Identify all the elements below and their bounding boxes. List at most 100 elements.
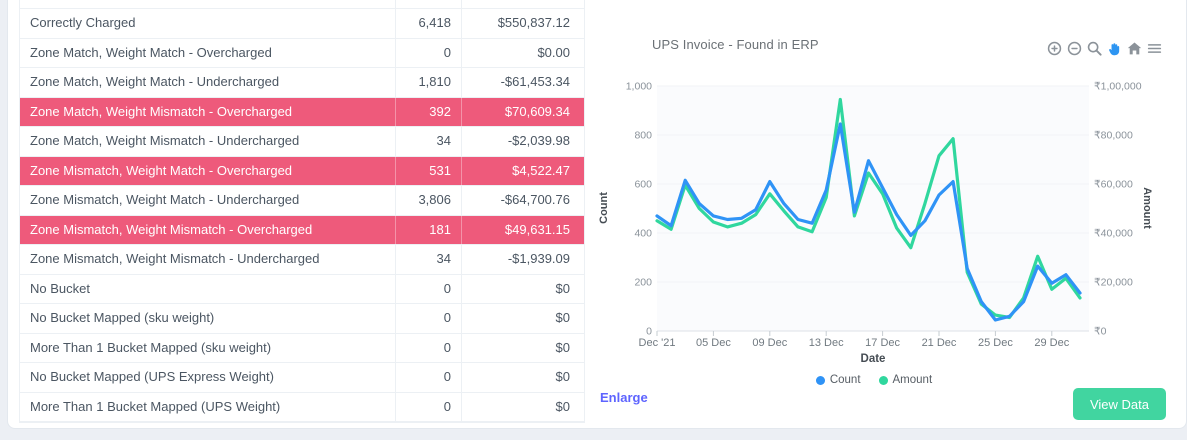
bucket-count: 531 (395, 156, 461, 185)
y-left-tick-label: 400 (634, 228, 652, 240)
bucket-amount: $0 (461, 333, 584, 362)
y-left-tick-label: 200 (634, 277, 652, 289)
bucket-amount: -$61,453.34 (461, 68, 584, 97)
y-right-tick-label: ₹1,00,000 (1094, 81, 1142, 93)
legend-dot (878, 375, 888, 385)
table-row[interactable]: Zone Match, Weight Match - Undercharged 1… (20, 68, 584, 98)
table-row[interactable]: Zone Mismatch, Weight Mismatch - Overcha… (20, 215, 584, 245)
chart-modebar (1046, 40, 1163, 57)
table-row[interactable]: Zone Mismatch, Weight Match - Overcharge… (20, 156, 584, 186)
bucket-amount: $70,609.34 (461, 97, 584, 126)
y-right-tick-label: ₹40,000 (1094, 228, 1133, 240)
bucket-count: 0 (395, 363, 461, 392)
bucket-amount: $0.00 (461, 38, 584, 67)
bucket-label: Correctly Charged (30, 15, 136, 30)
y-right-tick-label: ₹0 (1094, 326, 1107, 338)
view-data-button[interactable]: View Data (1072, 388, 1166, 420)
y-right-tick-label: ₹60,000 (1094, 179, 1133, 191)
x-tick-label: 25 Dec (978, 337, 1013, 349)
bucket-label: More Than 1 Bucket Mapped (UPS Weight) (30, 398, 281, 414)
bucket-label: Zone Match, Weight Match - Undercharged (30, 74, 280, 89)
enlarge-link[interactable]: Enlarge (600, 390, 648, 405)
magnifier-icon[interactable] (1086, 40, 1103, 57)
bucket-label: No Bucket Mapped (UPS Express Weight) (30, 369, 274, 384)
table-row[interactable]: More Than 1 Bucket Mapped (UPS Weight) 0 $… (20, 392, 584, 422)
table-row[interactable]: More Than 1 Bucket Mapped (sku weight) 0 $… (20, 333, 584, 363)
y-right-tick-label: ₹20,000 (1094, 277, 1133, 289)
bucket-count: 0 (395, 333, 461, 362)
bucket-count: 34 (395, 127, 461, 156)
x-tick-label: 05 Dec (696, 337, 731, 349)
table-row[interactable]: Zone Match, Weight Mismatch - Undercharg… (20, 127, 584, 157)
table-row[interactable]: No Bucket Mapped (UPS Express Weight) 0 $0 (20, 363, 584, 393)
x-tick-label: 17 Dec (865, 337, 900, 349)
legend-item-amount[interactable]: Amount (878, 374, 933, 386)
bucket-amount: $0 (461, 392, 584, 421)
pan-hand-icon[interactable] (1106, 40, 1123, 57)
legend-label: Count (829, 374, 861, 386)
bucket-amount: $0 (461, 363, 584, 392)
bucket-label: Zone Mismatch, Weight Mismatch - Overcha… (30, 221, 313, 237)
x-tick-label: 13 Dec (809, 337, 844, 349)
y-left-tick-label: 800 (634, 130, 652, 142)
x-tick-label: 09 Dec (752, 337, 787, 349)
table-row-clipped (20, 0, 584, 9)
legend-item-count[interactable]: Count (815, 374, 861, 386)
bucket-label: Zone Match, Weight Mismatch - Undercharg… (30, 133, 300, 148)
bucket-count: 3,806 (395, 186, 461, 215)
legend-label: Amount (892, 374, 933, 386)
bucket-label: Zone Match, Weight Mismatch - Overcharge… (30, 103, 293, 119)
bucket-count: 1,810 (395, 68, 461, 97)
bucket-count: 0 (395, 304, 461, 333)
y-right-axis-title: Amount (1141, 187, 1153, 229)
bucket-amount: $49,631.15 (461, 215, 584, 244)
y-right-tick-label: ₹80,000 (1094, 130, 1133, 142)
table-row[interactable]: Correctly Charged 6,418 $550,837.12 (20, 9, 584, 39)
bucket-count: 34 (395, 245, 461, 274)
bucket-count: 392 (395, 97, 461, 126)
menu-icon[interactable] (1146, 40, 1163, 57)
bucket-label: No Bucket (30, 280, 90, 296)
zoom-in-icon[interactable] (1046, 40, 1063, 57)
bucket-label: Zone Mismatch, Weight Match - Undercharg… (30, 192, 300, 207)
bucket-count: 6,418 (395, 9, 461, 38)
bucket-label: Zone Match, Weight Match - Overcharged (30, 44, 272, 60)
table-row[interactable]: Zone Match, Weight Match - Overcharged 0 $… (20, 38, 584, 68)
bucket-label: More Than 1 Bucket Mapped (sku weight) (30, 339, 272, 355)
x-tick-label: Dec '21 (639, 337, 676, 349)
table-row[interactable]: No Bucket Mapped (sku weight) 0 $0 (20, 304, 584, 334)
y-left-tick-label: 600 (634, 179, 652, 191)
x-tick-label: 29 Dec (1034, 337, 1069, 349)
bucket-amount: -$2,039.98 (461, 127, 584, 156)
table-row[interactable]: Zone Match, Weight Mismatch - Overcharge… (20, 97, 584, 127)
series-line-count (655, 122, 1082, 322)
y-left-axis-title: Count (598, 192, 610, 224)
chart-title: UPS Invoice - Found in ERP (652, 37, 819, 52)
legend-dot (815, 375, 825, 385)
chart-legend: Count Amount (659, 371, 1089, 389)
bucket-amount: -$1,939.09 (461, 245, 584, 274)
bucket-count: 0 (395, 274, 461, 303)
bucket-amount: $4,522.47 (461, 156, 584, 185)
bucket-count: 0 (395, 392, 461, 421)
charge-buckets-table: Correctly Charged 6,418 $550,837.12 Zone Ma… (19, 0, 585, 423)
bucket-count: 181 (395, 215, 461, 244)
bucket-label: Zone Mismatch, Weight Match - Overcharge… (30, 162, 293, 178)
chart-canvas[interactable]: Dec '21 05 Dec 09 Dec 13 Dec 17 Dec 21 Dec 25 … (598, 60, 1187, 370)
table-row[interactable]: Zone Mismatch, Weight Match - Undercharg… (20, 186, 584, 216)
table-row[interactable]: Zone Mismatch, Weight Mismatch - Underch… (20, 245, 584, 275)
home-icon[interactable] (1126, 40, 1143, 57)
bucket-count: 0 (395, 38, 461, 67)
plot-area[interactable] (657, 86, 1089, 331)
bucket-label: Zone Mismatch, Weight Mismatch - Underch… (30, 251, 320, 266)
x-tick-label: 21 Dec (922, 337, 957, 349)
table-row[interactable]: No Bucket 0 $0 (20, 274, 584, 304)
x-axis-title: Date (861, 353, 886, 365)
bucket-amount: $0 (461, 304, 584, 333)
bucket-amount: $550,837.12 (461, 9, 584, 38)
y-left-tick-label: 1,000 (626, 81, 652, 93)
zoom-out-icon[interactable] (1066, 40, 1083, 57)
y-left-tick-label: 0 (646, 326, 652, 338)
bucket-label: No Bucket Mapped (sku weight) (30, 310, 215, 325)
